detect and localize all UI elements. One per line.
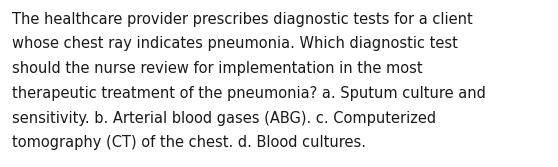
Text: tomography (CT) of the chest. d. Blood cultures.: tomography (CT) of the chest. d. Blood c… xyxy=(12,135,366,150)
Text: should the nurse review for implementation in the most: should the nurse review for implementati… xyxy=(12,61,423,76)
Text: whose chest ray indicates pneumonia. Which diagnostic test: whose chest ray indicates pneumonia. Whi… xyxy=(12,36,458,51)
Text: therapeutic treatment of the pneumonia? a. Sputum culture and: therapeutic treatment of the pneumonia? … xyxy=(12,86,486,101)
Text: sensitivity. b. Arterial blood gases (ABG). c. Computerized: sensitivity. b. Arterial blood gases (AB… xyxy=(12,111,436,126)
Text: The healthcare provider prescribes diagnostic tests for a client: The healthcare provider prescribes diagn… xyxy=(12,12,473,27)
